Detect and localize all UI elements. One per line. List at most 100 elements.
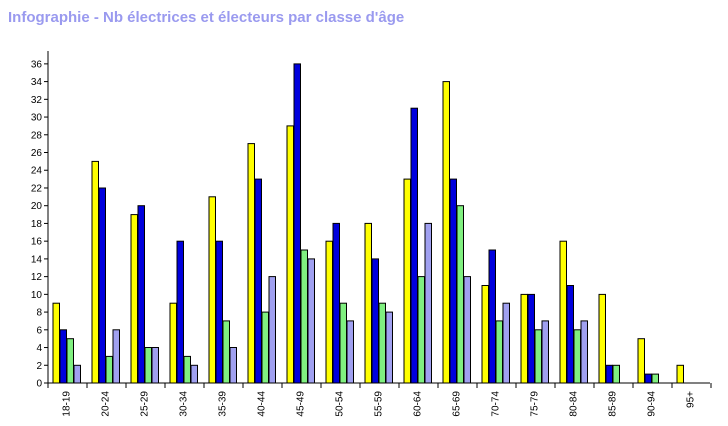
- bar-30-34-s1: [169, 302, 177, 384]
- bar-35-39-s1: [208, 196, 216, 384]
- bar-75-79-s4: [541, 320, 549, 384]
- x-tick-label-18-19: 18-19: [62, 391, 73, 417]
- bar-85-89-s2: [605, 364, 613, 384]
- bar-75-79-s2: [527, 293, 535, 384]
- x-tick-label-90-94: 90-94: [647, 391, 658, 417]
- bar-45-49-s2: [293, 63, 301, 384]
- bar-70-74-s3: [495, 320, 503, 384]
- y-tick-label: 10: [31, 290, 43, 301]
- bar-80-84-s1: [559, 240, 567, 384]
- bar-75-79-s3: [534, 329, 542, 384]
- bar-45-49-s3: [300, 249, 308, 384]
- y-tick-label: 8: [36, 308, 42, 319]
- bar-80-84-s3: [573, 329, 581, 384]
- y-tick-label: 32: [31, 95, 43, 106]
- bar-55-59-s3: [378, 302, 386, 384]
- x-tick-label-50-54: 50-54: [335, 391, 346, 417]
- bar-25-29-s2: [137, 205, 145, 384]
- bar-55-59-s2: [371, 258, 379, 384]
- y-tick-label: 12: [31, 272, 43, 283]
- bar-50-54-s2: [332, 222, 340, 384]
- y-tick-label: 18: [31, 219, 43, 230]
- bar-40-44-s3: [261, 311, 269, 384]
- bar-18-19-s2: [59, 329, 67, 384]
- y-tick-label: 26: [31, 148, 43, 159]
- x-tick-label-80-84: 80-84: [569, 391, 580, 417]
- y-tick-label: 36: [31, 59, 43, 70]
- bar-60-64-s1: [403, 178, 411, 384]
- x-tick-label-20-24: 20-24: [101, 391, 112, 417]
- x-tick-label-55-59: 55-59: [374, 391, 385, 417]
- bar-45-49-s1: [286, 125, 294, 384]
- bar-90-94-s2: [644, 373, 652, 384]
- x-tick-label-75-79: 75-79: [530, 391, 541, 417]
- bar-75-79-s1: [520, 293, 528, 384]
- bar-90-94-s3: [651, 373, 659, 384]
- bar-40-44-s1: [247, 143, 255, 384]
- x-tick-label-65-69: 65-69: [452, 391, 463, 417]
- x-tick-label-45-49: 45-49: [296, 391, 307, 417]
- bar-35-39-s2: [215, 240, 223, 384]
- bar-90-94-s1: [637, 338, 645, 384]
- bar-70-74-s2: [488, 249, 496, 384]
- bar-18-19-s1: [52, 302, 60, 384]
- bar-20-24-s2: [98, 187, 106, 384]
- x-tick-label-70-74: 70-74: [491, 391, 502, 417]
- y-tick-label: 28: [31, 130, 43, 141]
- y-tick-label: 24: [31, 166, 43, 177]
- bar-65-69-s4: [463, 276, 471, 384]
- x-tick-label-35-39: 35-39: [218, 391, 229, 417]
- bar-95+-s1: [676, 364, 684, 384]
- bar-60-64-s4: [424, 222, 432, 384]
- bar-55-59-s1: [364, 222, 372, 384]
- x-tick-label-60-64: 60-64: [413, 391, 424, 417]
- bar-45-49-s4: [307, 258, 315, 384]
- bar-25-29-s1: [130, 214, 138, 384]
- bar-65-69-s1: [442, 81, 450, 384]
- bars-group: [52, 63, 684, 384]
- x-tick-label-25-29: 25-29: [140, 391, 151, 417]
- y-tick-label: 14: [31, 254, 43, 265]
- bar-85-89-s3: [612, 364, 620, 384]
- bar-70-74-s4: [502, 302, 510, 384]
- x-tick-label-85-89: 85-89: [608, 391, 619, 417]
- bar-25-29-s4: [151, 347, 159, 384]
- x-tick-label-40-44: 40-44: [257, 391, 268, 417]
- bar-80-84-s2: [566, 285, 574, 384]
- x-tick-label-30-34: 30-34: [179, 391, 190, 417]
- bar-18-19-s4: [73, 364, 81, 384]
- bar-40-44-s4: [268, 276, 276, 384]
- y-tick-label: 6: [36, 325, 42, 336]
- y-tick-label: 30: [31, 113, 43, 124]
- bar-20-24-s1: [91, 160, 99, 384]
- bar-20-24-s4: [112, 329, 120, 384]
- bar-60-64-s3: [417, 276, 425, 384]
- bar-40-44-s2: [254, 178, 262, 384]
- bar-25-29-s3: [144, 347, 152, 384]
- bar-50-54-s1: [325, 240, 333, 384]
- bar-55-59-s4: [385, 311, 393, 384]
- bar-80-84-s4: [580, 320, 588, 384]
- bar-20-24-s3: [105, 355, 113, 384]
- bar-30-34-s4: [190, 364, 198, 384]
- bar-70-74-s1: [481, 285, 489, 384]
- chart-title: Infographie - Nb électrices et électeurs…: [8, 9, 405, 26]
- bar-30-34-s3: [183, 355, 191, 384]
- bar-50-54-s4: [346, 320, 354, 384]
- y-tick-label: 16: [31, 237, 43, 248]
- bar-50-54-s3: [339, 302, 347, 384]
- bar-35-39-s4: [229, 347, 237, 384]
- y-tick-label: 4: [36, 343, 42, 354]
- bar-18-19-s3: [66, 338, 74, 384]
- bar-65-69-s3: [456, 205, 464, 384]
- y-tick-label: 20: [31, 201, 43, 212]
- bar-65-69-s2: [449, 178, 457, 384]
- y-tick-label: 22: [31, 183, 43, 194]
- bar-85-89-s1: [598, 293, 606, 384]
- y-tick-label: 0: [36, 379, 42, 390]
- bar-30-34-s2: [176, 240, 184, 384]
- y-tick-label: 2: [36, 361, 42, 372]
- bar-35-39-s3: [222, 320, 230, 384]
